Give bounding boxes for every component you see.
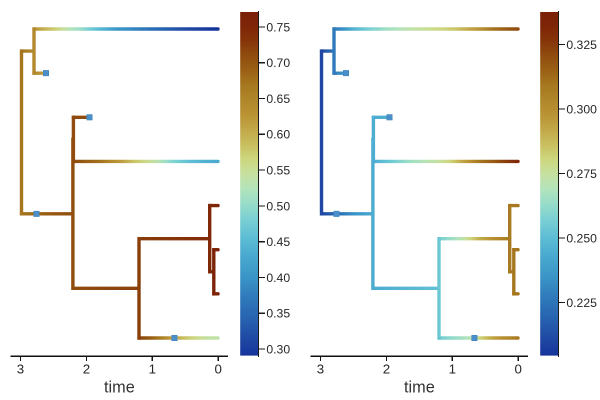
svg-text:0.40: 0.40 — [266, 271, 290, 285]
svg-text:time: time — [104, 379, 135, 397]
svg-text:0.225: 0.225 — [566, 296, 597, 310]
svg-text:0.325: 0.325 — [566, 38, 597, 52]
svg-text:0: 0 — [514, 361, 521, 376]
svg-text:0.50: 0.50 — [266, 199, 290, 213]
svg-text:2: 2 — [383, 361, 390, 376]
svg-text:0.45: 0.45 — [266, 235, 290, 249]
svg-text:0.70: 0.70 — [266, 56, 290, 70]
svg-text:3: 3 — [17, 361, 24, 376]
svg-text:0.55: 0.55 — [266, 163, 290, 177]
svg-text:0.60: 0.60 — [266, 128, 290, 142]
svg-text:1: 1 — [149, 361, 156, 376]
svg-text:3: 3 — [317, 361, 324, 376]
svg-text:2: 2 — [83, 361, 90, 376]
svg-text:0.275: 0.275 — [566, 167, 597, 181]
svg-text:0: 0 — [214, 361, 221, 376]
svg-text:0.35: 0.35 — [266, 307, 290, 321]
svg-text:0.75: 0.75 — [266, 20, 290, 34]
svg-text:1: 1 — [449, 361, 456, 376]
svg-text:time: time — [404, 379, 435, 397]
svg-text:0.300: 0.300 — [566, 102, 597, 116]
svg-text:0.250: 0.250 — [566, 231, 597, 245]
svg-text:0.30: 0.30 — [266, 342, 290, 356]
svg-text:0.65: 0.65 — [266, 92, 290, 106]
